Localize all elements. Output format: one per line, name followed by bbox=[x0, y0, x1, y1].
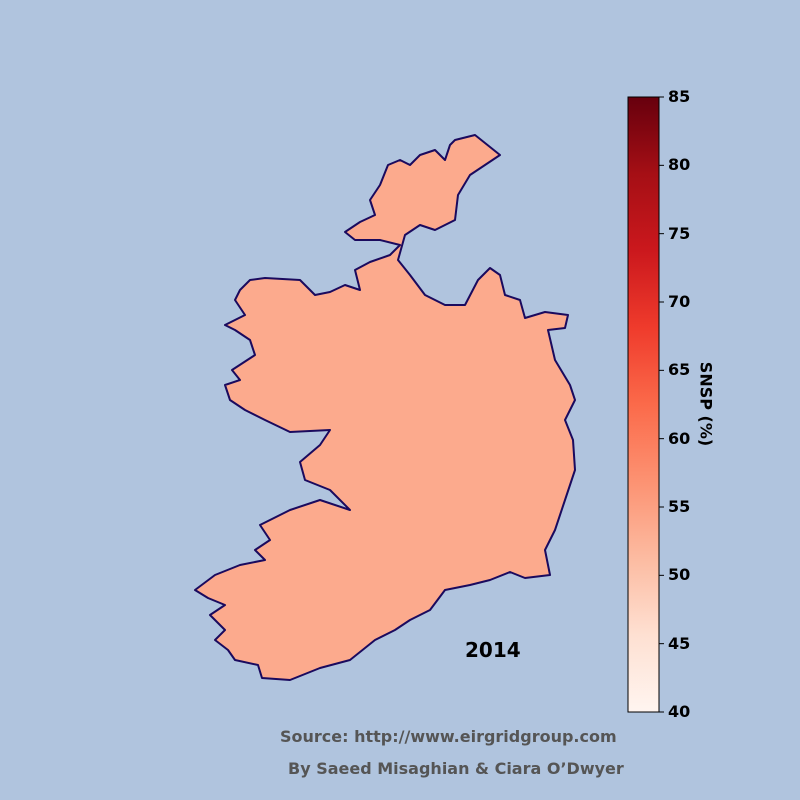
colorbar-tick-label: 50 bbox=[668, 565, 691, 585]
colorbar-tick-label: 45 bbox=[668, 633, 691, 653]
colorbar bbox=[627, 96, 660, 713]
ireland-region bbox=[194, 134, 576, 681]
colorbar-tick-label: 80 bbox=[668, 155, 691, 175]
colorbar-ticks bbox=[659, 96, 664, 713]
author-credit: By Saeed Misaghian & Ciara O’Dwyer bbox=[288, 759, 624, 778]
colorbar-tick-label: 40 bbox=[668, 702, 691, 721]
year-label: 2014 bbox=[465, 638, 521, 662]
colorbar-label: SNSP (%) bbox=[696, 361, 716, 447]
colorbar-tick-label: 60 bbox=[668, 428, 691, 448]
colorbar-tick-label: 55 bbox=[668, 497, 691, 516]
source-credit: Source: http://www.eirgridgroup.com bbox=[280, 727, 617, 746]
colorbar-tick-label: 85 bbox=[668, 87, 691, 106]
colorbar-tick-label: 70 bbox=[668, 292, 691, 311]
colorbar-tick-label: 65 bbox=[668, 360, 691, 380]
colorbar-tick-label: 75 bbox=[668, 223, 691, 243]
